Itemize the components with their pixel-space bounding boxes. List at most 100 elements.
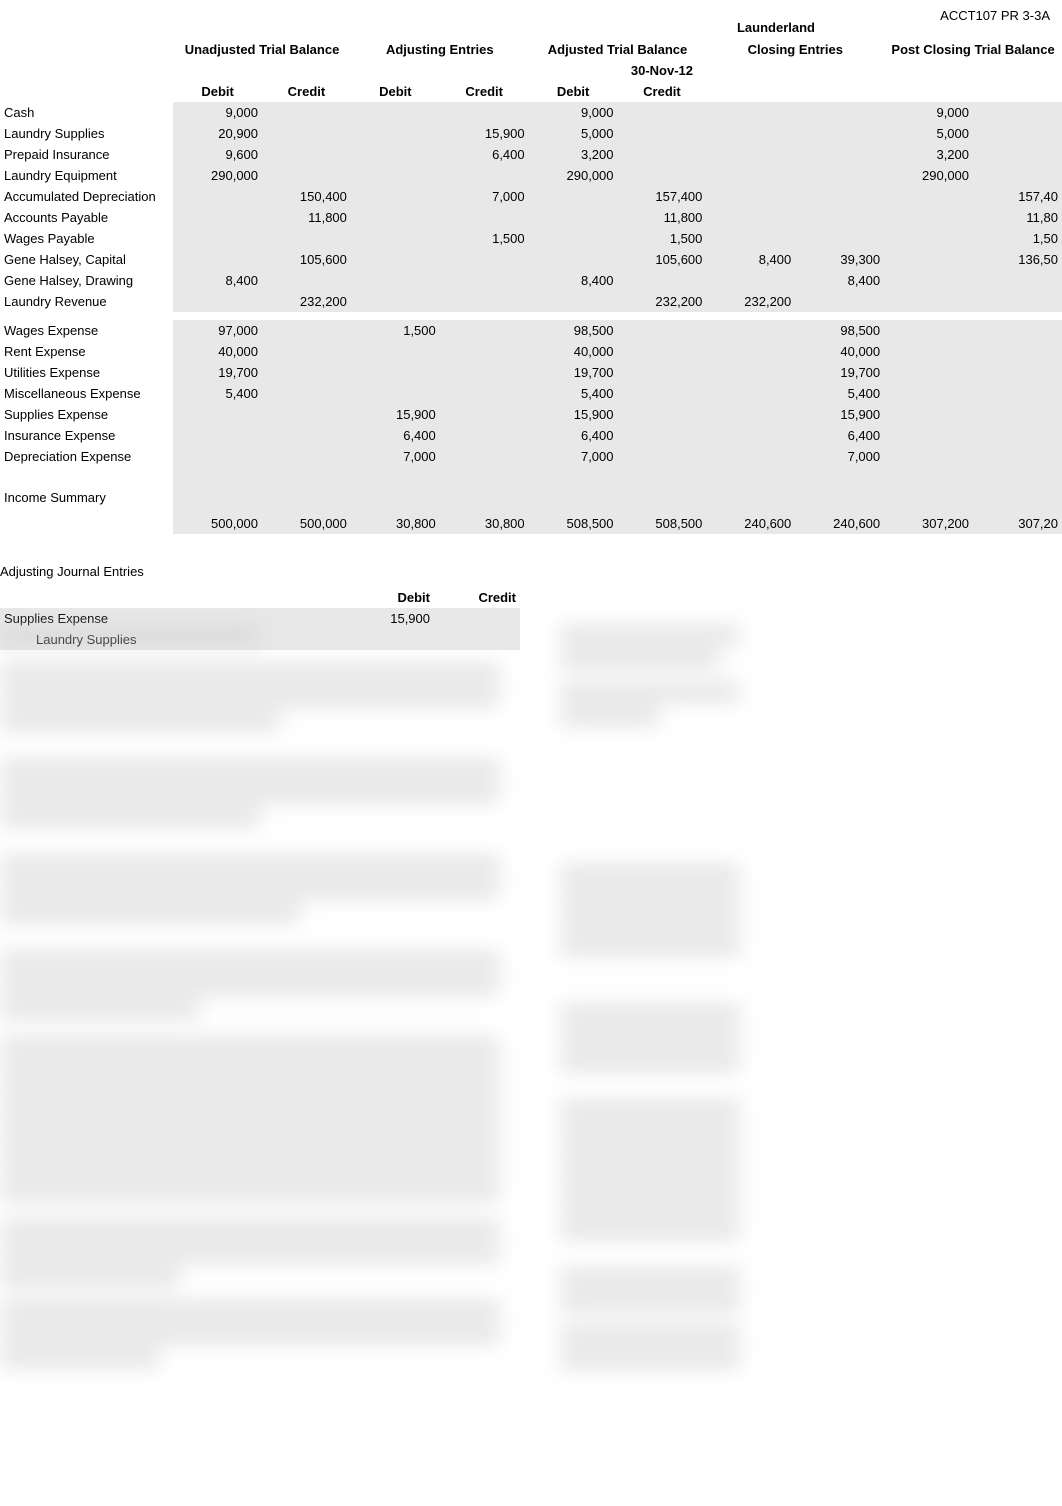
amount-cell [351,467,440,487]
account-name: Gene Halsey, Capital [0,249,173,270]
account-row: Laundry Equipment290,000290,000290,000 [0,165,1062,186]
adj-col-debit: Debit [348,587,434,608]
amount-cell [440,446,529,467]
amount-cell [173,291,262,312]
amount-cell: 3,200 [884,144,973,165]
account-row: Cash9,0009,0009,000 [0,102,1062,123]
total-cell: 240,600 [706,508,795,534]
account-name: Wages Expense [0,320,173,341]
amount-cell [973,144,1062,165]
amount-cell [440,383,529,404]
amount-cell [262,102,351,123]
amount-cell [884,291,973,312]
amount-cell [351,165,440,186]
amount-cell [706,404,795,425]
amount-cell [884,228,973,249]
amount-cell [173,487,262,508]
amount-cell: 11,800 [618,207,707,228]
amount-cell [351,249,440,270]
amount-cell: 19,700 [173,362,262,383]
amount-cell [351,102,440,123]
amount-cell [706,270,795,291]
amount-cell [440,102,529,123]
total-cell: 240,600 [795,508,884,534]
amount-cell [173,404,262,425]
amount-cell: 150,400 [262,186,351,207]
account-row: Insurance Expense6,4006,4006,400 [0,425,1062,446]
main-container: Launderland Unadjusted Trial Balance Adj… [0,0,1062,650]
amount-cell [262,467,351,487]
amount-cell [618,165,707,186]
section-closing: Closing Entries [706,39,884,60]
amount-cell [795,165,884,186]
amount-cell [440,249,529,270]
amount-cell [440,207,529,228]
amount-cell [440,165,529,186]
account-row: Laundry Supplies20,90015,9005,0005,000 [0,123,1062,144]
amount-cell [262,383,351,404]
amount-cell: 6,400 [529,425,618,446]
amount-cell: 3,200 [529,144,618,165]
amount-cell [973,123,1062,144]
amount-cell: 11,800 [262,207,351,228]
amount-cell: 290,000 [884,165,973,186]
amount-cell [440,320,529,341]
account-row [0,467,1062,487]
amount-cell [618,102,707,123]
account-name: Laundry Supplies [0,123,173,144]
amount-cell: 157,400 [618,186,707,207]
amount-cell [262,123,351,144]
amount-cell [884,425,973,446]
amount-cell: 7,000 [529,446,618,467]
section-unadjusted: Unadjusted Trial Balance [173,39,351,60]
amount-cell [173,425,262,446]
account-row: Laundry Revenue232,200232,200232,200 [0,291,1062,312]
account-name: Prepaid Insurance [0,144,173,165]
account-name: Laundry Revenue [0,291,173,312]
amount-cell [440,404,529,425]
amount-cell [973,425,1062,446]
amount-cell [706,383,795,404]
amount-cell: 40,000 [173,341,262,362]
total-cell: 508,500 [529,508,618,534]
amount-cell [884,207,973,228]
account-row: Wages Payable1,5001,5001,50 [0,228,1062,249]
amount-cell: 6,400 [440,144,529,165]
totals-row: 500,000500,00030,80030,800508,500508,500… [0,508,1062,534]
amount-cell [262,270,351,291]
amount-cell: 5,000 [884,123,973,144]
amount-cell [351,186,440,207]
amount-cell: 39,300 [795,249,884,270]
amount-cell: 6,400 [795,425,884,446]
amount-cell [884,467,973,487]
amount-cell [706,102,795,123]
amount-cell [351,228,440,249]
amount-cell [529,186,618,207]
col-credit-1: Credit [262,81,351,102]
amount-cell: 15,900 [795,404,884,425]
amount-cell: 40,000 [529,341,618,362]
amount-cell [706,341,795,362]
account-name: Wages Payable [0,228,173,249]
amount-cell: 7,000 [351,446,440,467]
amount-cell [706,207,795,228]
account-name: Utilities Expense [0,362,173,383]
account-row: Income Summary [0,487,1062,508]
amount-cell [706,165,795,186]
amount-cell [884,362,973,383]
amount-cell [706,487,795,508]
section-post-closing: Post Closing Trial Balance [884,39,1062,60]
account-name: Miscellaneous Expense [0,383,173,404]
total-cell: 30,800 [351,508,440,534]
amount-cell [973,102,1062,123]
account-row: Utilities Expense19,70019,70019,700 [0,362,1062,383]
amount-cell [262,320,351,341]
amount-cell [706,467,795,487]
amount-cell [173,249,262,270]
amount-cell: 157,40 [973,186,1062,207]
amount-cell [884,446,973,467]
amount-cell [618,341,707,362]
account-name: Gene Halsey, Drawing [0,270,173,291]
account-row: Gene Halsey, Drawing8,4008,4008,400 [0,270,1062,291]
amount-cell: 5,400 [529,383,618,404]
